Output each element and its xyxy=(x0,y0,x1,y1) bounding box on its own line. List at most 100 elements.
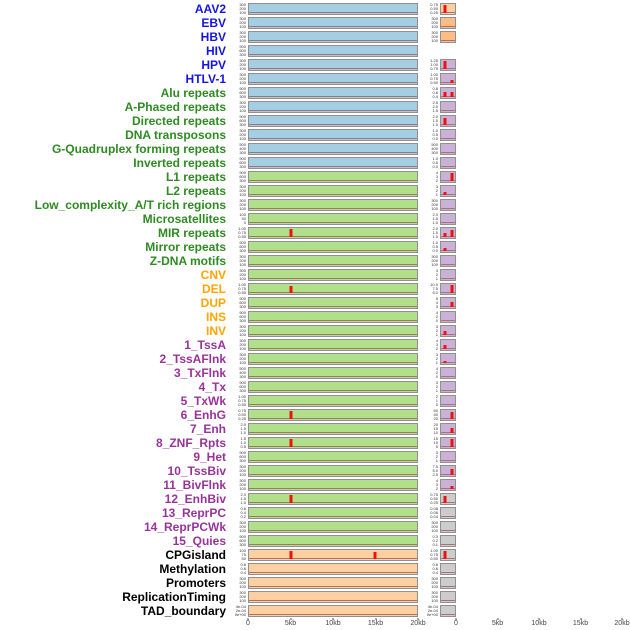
y-tick-label: 900 xyxy=(239,87,246,91)
y-tick-label: 200 xyxy=(431,34,438,39)
y-tick-label: 5 xyxy=(435,444,438,449)
y-tick-label: 300 xyxy=(239,255,246,259)
y-tick-label: 0.75 xyxy=(430,76,438,81)
y-tick-label: 1.5 xyxy=(432,230,438,235)
y-tick-label: 300 xyxy=(239,178,246,183)
y-tick-label: 100 xyxy=(239,24,246,29)
right-signal-track xyxy=(440,213,456,225)
y-tick-label: 3 xyxy=(435,325,438,329)
signal-baseline xyxy=(441,278,455,279)
signal-baseline xyxy=(249,516,417,517)
y-tick-label: 0.2 xyxy=(432,538,438,543)
y-tick-label: 0.75 xyxy=(430,66,438,71)
axis-spacer xyxy=(0,618,232,630)
y-tick-label: 100 xyxy=(431,206,438,211)
y-tick-label: 0.08 xyxy=(430,507,438,511)
y-tick-label: 1 xyxy=(435,360,438,365)
right-y-axis-ticks: 300 200 100 xyxy=(418,31,440,43)
track-row-methylation: Methylation 0.80.60.40.2 0.80.60.40.2 xyxy=(0,562,630,576)
left-signal-track xyxy=(248,199,418,211)
left-y-axis-ticks: 900 600 300 xyxy=(232,171,248,183)
y-tick-label: 1.0 xyxy=(432,220,438,225)
signal-baseline xyxy=(441,558,455,559)
row-label-alu-repeats: Alu repeats xyxy=(160,86,226,100)
track-row-hiv: HIV 900 600 300 xyxy=(0,44,630,58)
y-tick-label: 0.75 xyxy=(238,230,246,235)
x-tick-label: 5kb xyxy=(491,620,504,627)
signal-baseline xyxy=(249,208,417,209)
signal-baseline xyxy=(441,124,455,125)
y-tick-label: 2 xyxy=(435,314,438,319)
signal-baseline xyxy=(249,250,417,251)
y-tick-label: 1.5 xyxy=(432,118,438,123)
left-signal-track xyxy=(248,549,418,561)
y-tick-label: 600 xyxy=(239,90,246,95)
track-row-inv: INV 300 200 100 3 2 1 xyxy=(0,324,630,338)
signal-baseline xyxy=(249,26,417,27)
signal-baseline xyxy=(441,390,455,391)
y-tick-label: 2.0 xyxy=(432,104,438,109)
left-y-axis-ticks: 2.01.51.00.5 xyxy=(232,493,248,505)
y-tick-label: 0.1 xyxy=(432,542,438,547)
peak-marker xyxy=(289,285,293,293)
y-tick-label: 100 xyxy=(431,598,438,603)
left-y-axis-ticks: 300 200 100 xyxy=(232,199,248,211)
y-tick-label: 0.3 xyxy=(432,535,438,539)
signal-baseline xyxy=(249,544,417,545)
y-tick-label: 900 xyxy=(239,535,246,539)
left-signal-track xyxy=(248,591,418,603)
left-y-axis-ticks: 500400300200 xyxy=(232,367,248,379)
y-tick-label: 3 xyxy=(435,353,438,357)
y-tick-label: 300 xyxy=(239,577,246,581)
peak-marker xyxy=(289,495,293,503)
row-label-low-complexity-a-t-rich-regions: Low_complexity_A/T rich regions xyxy=(34,198,226,212)
y-tick-label: 300 xyxy=(239,269,246,273)
y-tick-label: 4 xyxy=(435,300,438,305)
right-signal-track xyxy=(440,563,456,575)
left-signal-track xyxy=(248,479,418,491)
right-y-axis-ticks xyxy=(418,45,440,57)
y-tick-label: 1 xyxy=(435,458,438,463)
row-label-hbv: HBV xyxy=(200,30,226,44)
signal-baseline xyxy=(441,572,455,573)
y-tick-label: 200 xyxy=(431,580,438,585)
y-tick-label: 0.75 xyxy=(238,286,246,291)
right-y-axis-ticks: 0.75 0.50 0.25 xyxy=(418,493,440,505)
peak-marker xyxy=(450,172,453,181)
y-tick-label: 2 xyxy=(435,346,438,351)
track-row-low-complexity-a-t-rich-regions: Low_complexity_A/T rich regions 300 200 100… xyxy=(0,198,630,212)
y-tick-label: 1.00 xyxy=(238,283,246,287)
signal-baseline xyxy=(441,614,455,615)
right-y-axis-ticks: 54321 xyxy=(418,297,440,309)
left-signal-track xyxy=(248,101,418,113)
signal-baseline xyxy=(249,180,417,181)
y-tick-label: 300 xyxy=(239,185,246,189)
y-tick-label: 500 xyxy=(239,143,246,147)
y-tick-label: 300 xyxy=(431,199,438,203)
signal-baseline xyxy=(249,474,417,475)
y-tick-label: 400 xyxy=(431,146,438,151)
right-signal-track xyxy=(440,591,456,603)
y-tick-label: 0.25 xyxy=(430,500,438,505)
signal-baseline xyxy=(249,390,417,391)
left-y-axis-ticks: 300 200 100 xyxy=(232,269,248,281)
left-y-axis-ticks: 900 600 300 xyxy=(232,311,248,323)
right-signal-track xyxy=(440,395,456,407)
track-row-2-tssaflnk: 2_TssAFlnk 300 200 100 3 2 1 xyxy=(0,352,630,366)
left-signal-track xyxy=(248,339,418,351)
y-tick-label: 100 xyxy=(239,486,246,491)
peak-marker xyxy=(443,60,446,69)
right-y-axis-ticks: 2.01.51.00.5 xyxy=(418,115,440,127)
y-tick-label: 0 xyxy=(435,374,438,379)
left-y-axis-ticks: 900 600 300 xyxy=(232,535,248,547)
right-signal-track xyxy=(440,17,456,29)
y-tick-label: 1.0 xyxy=(432,122,438,127)
row-label-mirror-repeats: Mirror repeats xyxy=(145,240,226,254)
y-tick-label: 200 xyxy=(239,34,246,39)
y-tick-label: 1.0 xyxy=(432,234,438,239)
y-tick-label: 3 xyxy=(435,185,438,189)
row-label-6-enhg: 6_EnhG xyxy=(180,408,226,422)
left-y-axis-ticks: 300 200 100 xyxy=(232,339,248,351)
signal-baseline xyxy=(249,600,417,601)
